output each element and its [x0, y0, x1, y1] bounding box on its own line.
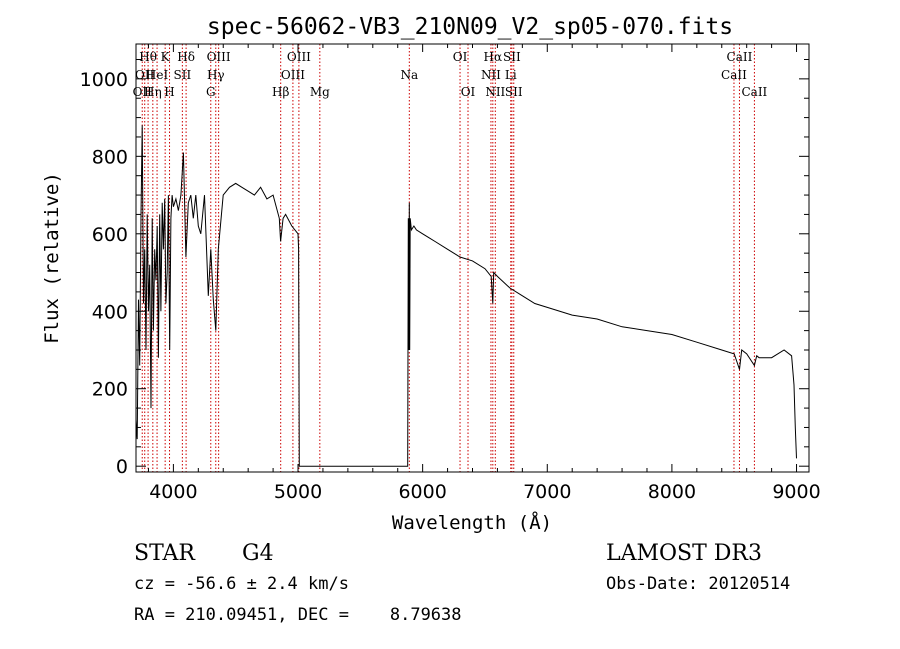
plot-frame — [135, 43, 810, 473]
line-marker-label: NII — [485, 85, 505, 99]
coordinates: RA = 210.09451, DEC = 8.79638 — [134, 605, 462, 625]
y-tick-label: 600 — [92, 224, 128, 246]
line-marker-label: OIII — [281, 68, 305, 82]
line-marker-label: OI — [461, 85, 476, 99]
line-marker-label: Mg — [310, 85, 330, 99]
redshift-readout: cz = -56.6 ± 2.4 km/s — [134, 574, 349, 594]
chart-title: spec-56062-VB3_210N09_V2_sp05-070.fits — [207, 14, 733, 40]
series-layer — [135, 125, 797, 467]
line-marker-label: HeI — [146, 68, 169, 82]
line-marker-label: OIII — [287, 50, 311, 64]
line-marker-labels: OIIOIIHθHηHeIKHSIIHδGHγOIIIHβOIIIOIIIMgN… — [133, 50, 768, 99]
x-tick-label: 4000 — [149, 481, 197, 503]
line-marker-label: Na — [400, 68, 418, 82]
object-class: STAR — [134, 541, 196, 566]
line-marker-label: Hα — [484, 50, 503, 64]
line-marker-label: NII — [481, 68, 501, 82]
line-marker-label: OI — [453, 50, 468, 64]
y-tick-label: 200 — [92, 379, 128, 401]
x-tick-label: 7000 — [523, 481, 571, 503]
line-marker-label: CaII — [721, 68, 747, 82]
x-tick-label: 6000 — [398, 481, 446, 503]
line-marker-label: CaII — [727, 50, 753, 64]
line-marker-label: K — [161, 50, 171, 64]
line-marker-label: SII — [174, 68, 192, 82]
line-marker-label: Hγ — [207, 68, 225, 82]
line-marker-label: SII — [503, 50, 521, 64]
survey-name: LAMOST DR3 — [606, 541, 762, 566]
x-axis-label: Wavelength (Å) — [392, 511, 552, 534]
y-axis-ticks: 0 200 400 600 800 1000 — [80, 58, 809, 478]
line-marker-label: Hθ — [139, 50, 157, 64]
line-marker-label: OII — [133, 85, 153, 99]
x-tick-label: 5000 — [274, 481, 322, 503]
line-marker-label: Hβ — [272, 85, 289, 99]
line-marker-label: H — [164, 85, 174, 99]
line-marker-label: Li — [505, 68, 517, 82]
line-marker-label: OIII — [207, 50, 231, 64]
x-axis-ticks: 4000 5000 6000 7000 8000 9000 — [147, 44, 821, 503]
spectrum-line — [135, 125, 797, 467]
x-tick-label: 9000 — [772, 481, 820, 503]
y-tick-label: 400 — [92, 301, 128, 323]
object-subclass: G4 — [242, 541, 274, 566]
y-tick-label: 0 — [116, 456, 128, 478]
line-markers — [141, 44, 755, 472]
line-marker-label: Hδ — [177, 50, 195, 64]
line-marker-label: G — [206, 85, 216, 99]
x-tick-label: 8000 — [648, 481, 696, 503]
y-tick-label: 1000 — [80, 69, 128, 91]
obs-date: Obs-Date: 20120514 — [606, 574, 790, 594]
y-tick-label: 800 — [92, 146, 128, 168]
y-axis-label: Flux (relative) — [41, 172, 63, 344]
line-marker-label: Hη — [144, 85, 162, 99]
line-marker-label: SII — [505, 85, 523, 99]
line-marker-label: CaII — [741, 85, 767, 99]
